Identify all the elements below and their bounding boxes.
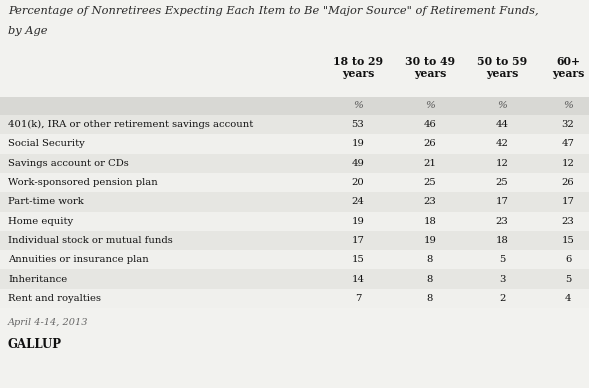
Text: years: years xyxy=(552,68,584,79)
Text: 18: 18 xyxy=(423,217,436,226)
Text: 14: 14 xyxy=(352,275,365,284)
Text: Rent and royalties: Rent and royalties xyxy=(8,294,101,303)
Text: years: years xyxy=(486,68,518,79)
Bar xyxy=(0,231,589,250)
Text: years: years xyxy=(414,68,446,79)
Text: %: % xyxy=(425,102,435,111)
Text: Part-time work: Part-time work xyxy=(8,197,84,206)
Bar xyxy=(0,289,589,308)
Text: 12: 12 xyxy=(561,159,574,168)
Text: 49: 49 xyxy=(352,159,365,168)
Text: 60+: 60+ xyxy=(556,56,580,67)
Text: 2: 2 xyxy=(499,294,505,303)
Text: Home equity: Home equity xyxy=(8,217,73,226)
Bar xyxy=(0,173,589,192)
Text: Work-sponsored pension plan: Work-sponsored pension plan xyxy=(8,178,158,187)
Text: 12: 12 xyxy=(495,159,508,168)
Text: 7: 7 xyxy=(355,294,361,303)
Bar xyxy=(0,211,589,231)
Text: Social Security: Social Security xyxy=(8,139,85,149)
Text: April 4-14, 2013: April 4-14, 2013 xyxy=(8,318,88,327)
Text: years: years xyxy=(342,68,374,79)
Bar xyxy=(0,192,589,211)
Bar xyxy=(0,97,589,115)
Bar xyxy=(0,154,589,173)
Text: 23: 23 xyxy=(495,217,508,226)
Text: 20: 20 xyxy=(352,178,365,187)
Text: 19: 19 xyxy=(423,236,436,245)
Text: Percentage of Nonretirees Expecting Each Item to Be "Major Source" of Retirement: Percentage of Nonretirees Expecting Each… xyxy=(8,6,538,16)
Text: 4: 4 xyxy=(565,294,571,303)
Text: %: % xyxy=(353,102,363,111)
Text: 15: 15 xyxy=(352,255,365,264)
Text: 18: 18 xyxy=(495,236,508,245)
Text: 21: 21 xyxy=(423,159,436,168)
Text: 26: 26 xyxy=(562,178,574,187)
Bar xyxy=(0,115,589,134)
Text: 401(k), IRA or other retirement savings account: 401(k), IRA or other retirement savings … xyxy=(8,120,253,129)
Text: %: % xyxy=(497,102,507,111)
Text: 6: 6 xyxy=(565,255,571,264)
Text: 8: 8 xyxy=(427,294,433,303)
Text: 42: 42 xyxy=(495,139,508,149)
Text: 32: 32 xyxy=(562,120,574,129)
Text: 17: 17 xyxy=(495,197,508,206)
Text: 46: 46 xyxy=(423,120,436,129)
Bar xyxy=(0,250,589,269)
Text: Savings account or CDs: Savings account or CDs xyxy=(8,159,129,168)
Text: 23: 23 xyxy=(562,217,574,226)
Text: 3: 3 xyxy=(499,275,505,284)
Bar xyxy=(0,134,589,154)
Text: GALLUP: GALLUP xyxy=(8,338,62,351)
Text: %: % xyxy=(563,102,573,111)
Text: 26: 26 xyxy=(423,139,436,149)
Text: Annuities or insurance plan: Annuities or insurance plan xyxy=(8,255,149,264)
Text: Inheritance: Inheritance xyxy=(8,275,67,284)
Text: 30 to 49: 30 to 49 xyxy=(405,56,455,67)
Text: by Age: by Age xyxy=(8,26,48,36)
Text: 25: 25 xyxy=(423,178,436,187)
Text: 8: 8 xyxy=(427,275,433,284)
Text: 8: 8 xyxy=(427,255,433,264)
Text: 44: 44 xyxy=(495,120,508,129)
Text: 19: 19 xyxy=(352,139,365,149)
Text: 25: 25 xyxy=(495,178,508,187)
Text: 19: 19 xyxy=(352,217,365,226)
Text: 5: 5 xyxy=(565,275,571,284)
Bar xyxy=(0,269,589,289)
Text: 23: 23 xyxy=(423,197,436,206)
Text: 53: 53 xyxy=(352,120,365,129)
Text: 5: 5 xyxy=(499,255,505,264)
Text: 15: 15 xyxy=(561,236,574,245)
Text: 17: 17 xyxy=(561,197,574,206)
Text: Individual stock or mutual funds: Individual stock or mutual funds xyxy=(8,236,173,245)
Text: 24: 24 xyxy=(352,197,365,206)
Text: 47: 47 xyxy=(561,139,574,149)
Text: 17: 17 xyxy=(352,236,365,245)
Text: 50 to 59: 50 to 59 xyxy=(477,56,527,67)
Text: 18 to 29: 18 to 29 xyxy=(333,56,383,67)
